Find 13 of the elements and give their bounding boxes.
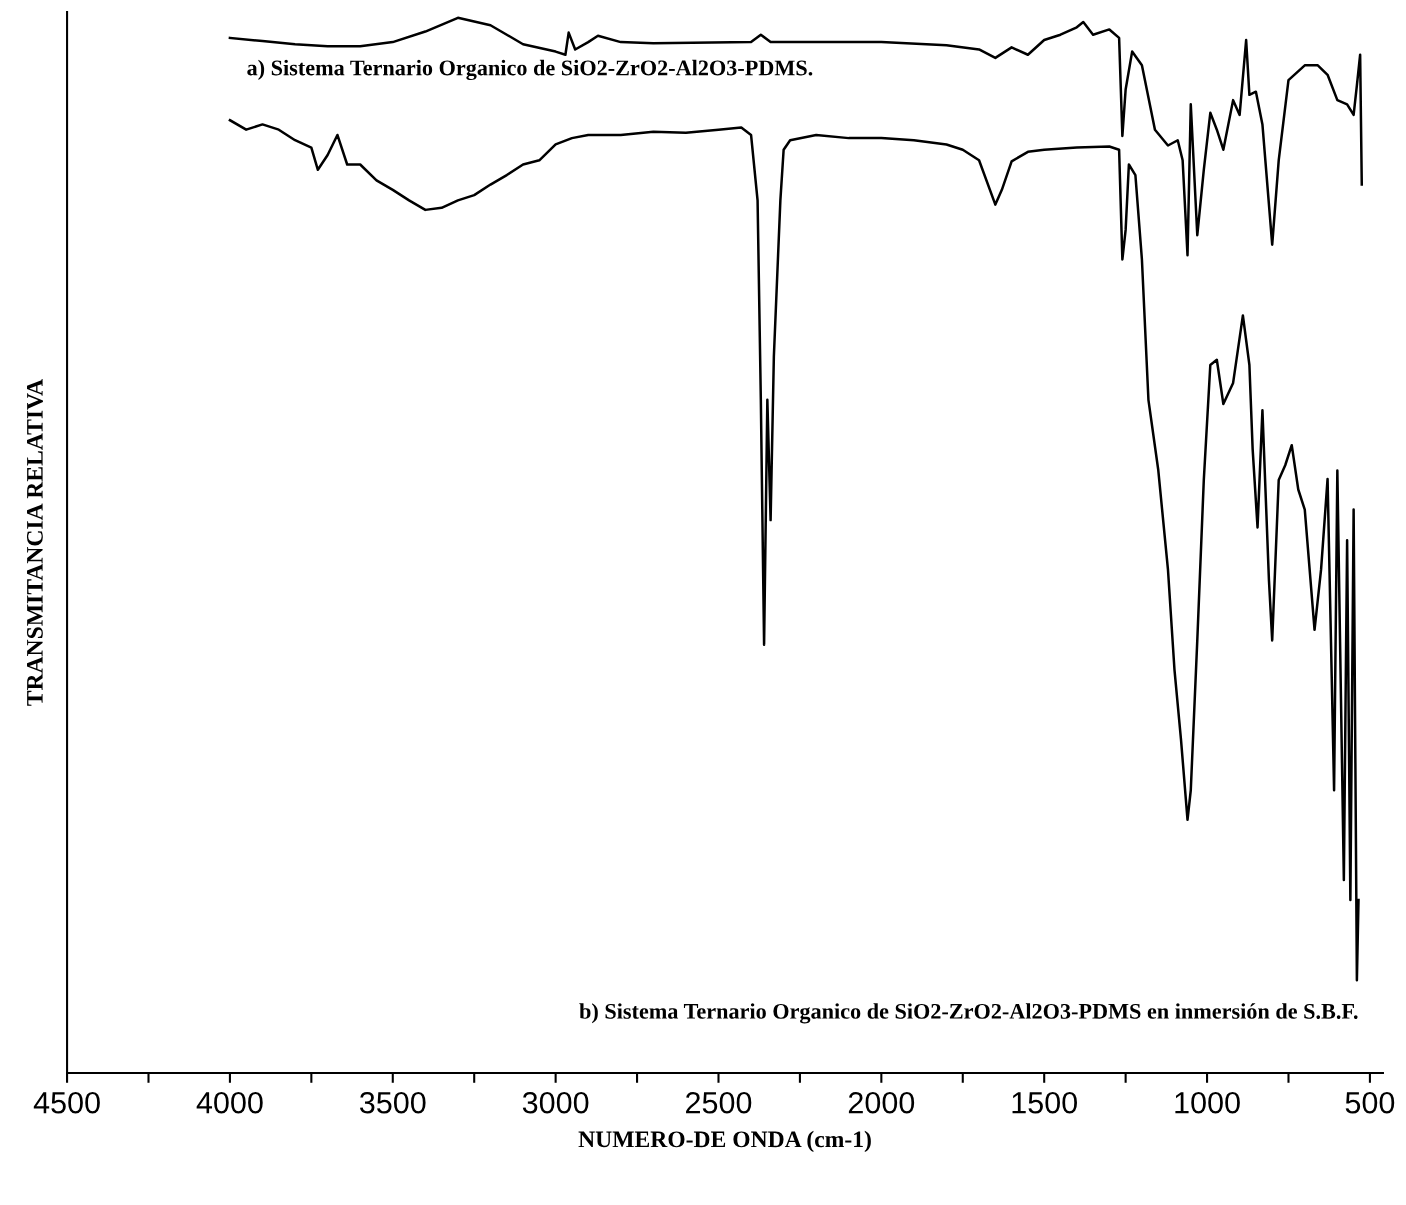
x-tick-label: 4000 [196, 1091, 263, 1114]
x-tick-label: 4500 [33, 1091, 100, 1114]
y-axis-title: TRANSMITANCIA RELATIVA [26, 379, 43, 706]
x-tick-label: 3000 [522, 1091, 589, 1114]
x-tick-label: 3500 [359, 1091, 426, 1114]
x-tick-label: 2500 [686, 1091, 752, 1114]
x-tick-label: 1000 [1175, 1091, 1240, 1114]
series-label: a) Sistema Ternario Organico de SiO2-ZrO2-Al2O3-PDMS. [247, 59, 813, 81]
x-tick-label: 1500 [1012, 1091, 1077, 1114]
x-axis-title: NUMERO-DE ONDA (cm-1) [578, 1130, 871, 1153]
x-tick-label: 500 [1345, 1091, 1395, 1114]
x-tick-label: 2000 [848, 1091, 915, 1114]
series-label: b) Sistema Ternario Organico de SiO2-ZrO2-Al2O3-PDMS en inmersión de S.B.F. [579, 1003, 1358, 1024]
